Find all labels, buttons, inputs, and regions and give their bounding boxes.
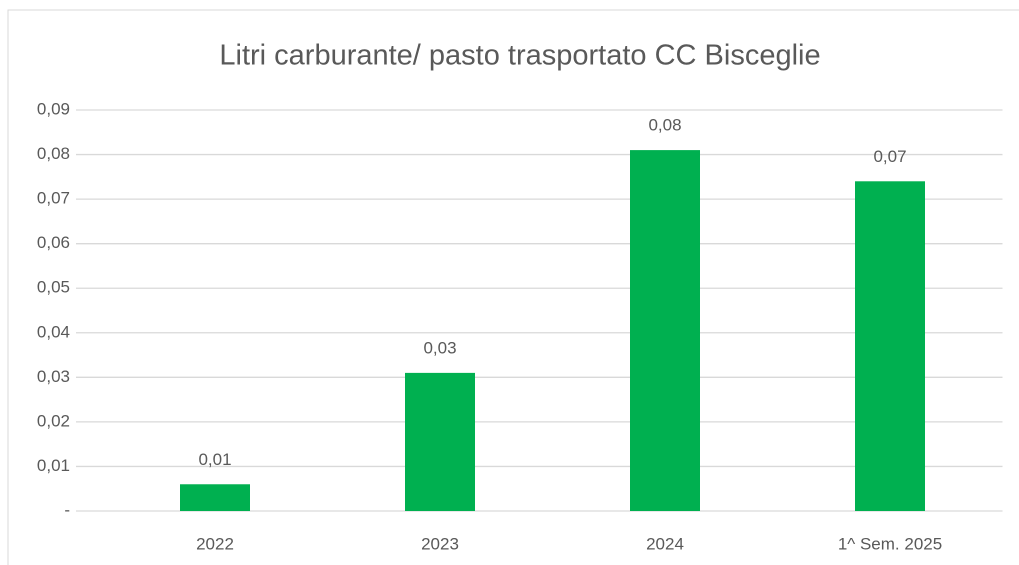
bar bbox=[405, 372, 475, 511]
y-tick-label: 0,07 bbox=[37, 189, 70, 208]
x-tick-label: 2024 bbox=[646, 534, 684, 553]
x-tick-label: 2022 bbox=[196, 534, 234, 553]
y-tick-label: 0,03 bbox=[37, 367, 70, 386]
y-tick-label: 0,06 bbox=[37, 233, 70, 252]
y-tick-label: 0,02 bbox=[37, 411, 70, 430]
data-label: 0,07 bbox=[873, 147, 906, 166]
y-tick-label: 0,04 bbox=[37, 322, 70, 341]
y-tick-label: 0,05 bbox=[37, 278, 70, 297]
bar bbox=[180, 484, 250, 511]
data-label: 0,08 bbox=[648, 116, 681, 135]
bar bbox=[630, 150, 700, 511]
data-label: 0,03 bbox=[423, 338, 456, 357]
chart-title: Litri carburante/ pasto trasportato CC B… bbox=[219, 40, 820, 72]
y-tick-label: 0,01 bbox=[37, 456, 70, 475]
x-tick-label: 2023 bbox=[421, 534, 459, 553]
bar bbox=[855, 181, 925, 512]
y-tick-label: 0,09 bbox=[37, 99, 70, 118]
y-tick-label: - bbox=[64, 500, 70, 519]
y-tick-label: 0,08 bbox=[37, 144, 70, 163]
data-label: 0,01 bbox=[198, 450, 231, 469]
x-tick-label: 1^ Sem. 2025 bbox=[838, 534, 942, 553]
chart-border bbox=[7, 9, 1019, 565]
